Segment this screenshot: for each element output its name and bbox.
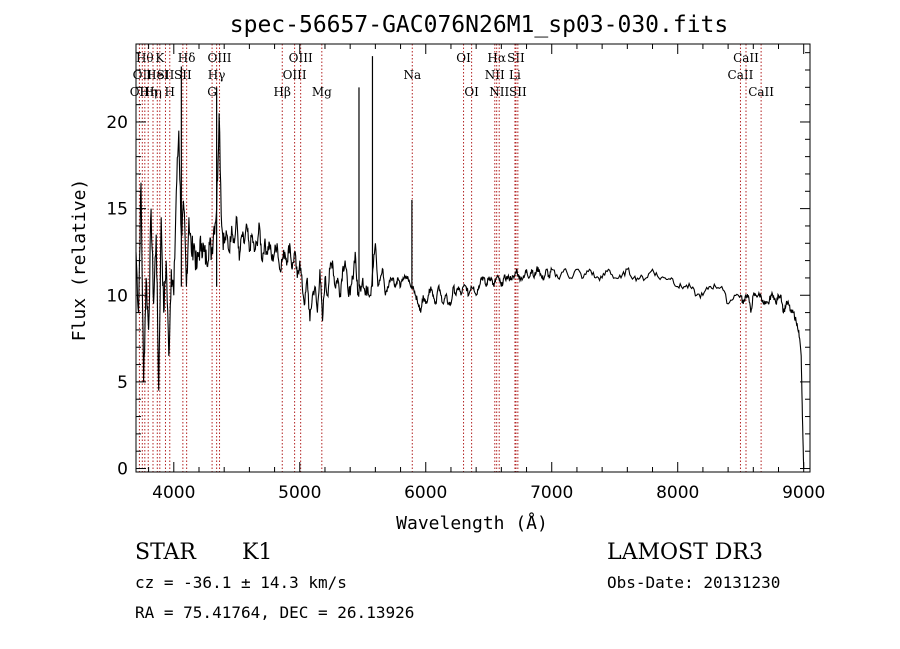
line-marker-label-11: G — [207, 85, 217, 99]
object-subclass: K1 — [242, 540, 273, 565]
line-marker-label-15: OIII — [283, 68, 307, 82]
line-marker-label-10: Hδ — [178, 51, 196, 65]
line-marker-label-22: Hα — [487, 51, 506, 65]
line-marker-label-24: Li — [509, 68, 521, 82]
line-marker-label-18: Na — [403, 68, 421, 82]
object-class: STAR — [135, 540, 196, 565]
line-marker-label-25: SII — [507, 51, 525, 65]
line-marker-label-29: CaII — [748, 85, 774, 99]
line-marker-label-13: OIII — [207, 51, 231, 65]
x-tick-label-4: 8000 — [656, 483, 699, 503]
sky-coordinates: RA = 75.41764, DEC = 26.13926 — [135, 603, 415, 622]
redshift-velocity: cz = -36.1 ± 14.3 km/s — [135, 573, 347, 592]
line-marker-label-16: OIII — [289, 51, 313, 65]
y-tick-label-3: 15 — [106, 200, 128, 220]
line-marker-label-8: H — [165, 85, 175, 99]
line-marker-label-23: NII — [489, 85, 509, 99]
line-marker-label-19: OI — [456, 51, 471, 65]
line-marker-label-3: Hη — [139, 85, 157, 99]
line-marker-label-27: CaII — [728, 68, 754, 82]
line-marker-label-4: Hη — [144, 85, 162, 99]
survey-name: LAMOST DR3 — [607, 540, 763, 565]
x-tick-label-5: 9000 — [782, 483, 825, 503]
observation-date: Obs-Date: 20131230 — [607, 573, 781, 592]
plot-axes: 4000 5000 6000 7000 8000 9000 0 5 10 15 20 — [106, 43, 825, 503]
line-marker-label-28: CaII — [733, 51, 759, 65]
emission-line-markers: OIIOIIHθHηHηHeIKSIIHSIIHδGHγOIIIHβOIIIOI… — [130, 44, 774, 472]
line-marker-label-20: OI — [464, 85, 479, 99]
x-tick-label-1: 5000 — [278, 483, 321, 503]
y-tick-label-4: 20 — [106, 113, 128, 133]
y-axis-label: Flux (relative) — [69, 179, 90, 342]
spectrum-line — [135, 113, 805, 469]
line-marker-label-6: K — [155, 51, 165, 65]
line-marker-label-2: Hθ — [136, 51, 154, 65]
y-tick-label-0: 0 — [117, 460, 128, 480]
plot-frame — [135, 43, 811, 473]
x-tick-label-3: 7000 — [530, 483, 573, 503]
x-tick-label-2: 6000 — [404, 483, 447, 503]
line-marker-label-1: OII — [133, 68, 153, 82]
spectrum-series — [135, 56, 805, 469]
line-marker-label-9: SII — [174, 68, 192, 82]
x-tick-label-0: 4000 — [152, 483, 195, 503]
y-tick-label-1: 5 — [117, 373, 128, 393]
line-marker-label-14: Hβ — [274, 85, 291, 99]
line-marker-label-7: SII — [157, 68, 175, 82]
y-tick-label-2: 10 — [106, 286, 128, 306]
line-marker-label-0: OII — [130, 85, 150, 99]
x-axis-label: Wavelength (Å) — [396, 512, 548, 534]
line-marker-label-26: SII — [509, 85, 527, 99]
line-marker-label-12: Hγ — [208, 68, 226, 82]
line-marker-label-17: Mg — [312, 85, 332, 99]
line-marker-label-5: HeI — [146, 68, 169, 82]
line-marker-label-21: NII — [485, 68, 505, 82]
chart-title: spec-56657-GAC076N26M1_sp03-030.fits — [230, 12, 729, 38]
